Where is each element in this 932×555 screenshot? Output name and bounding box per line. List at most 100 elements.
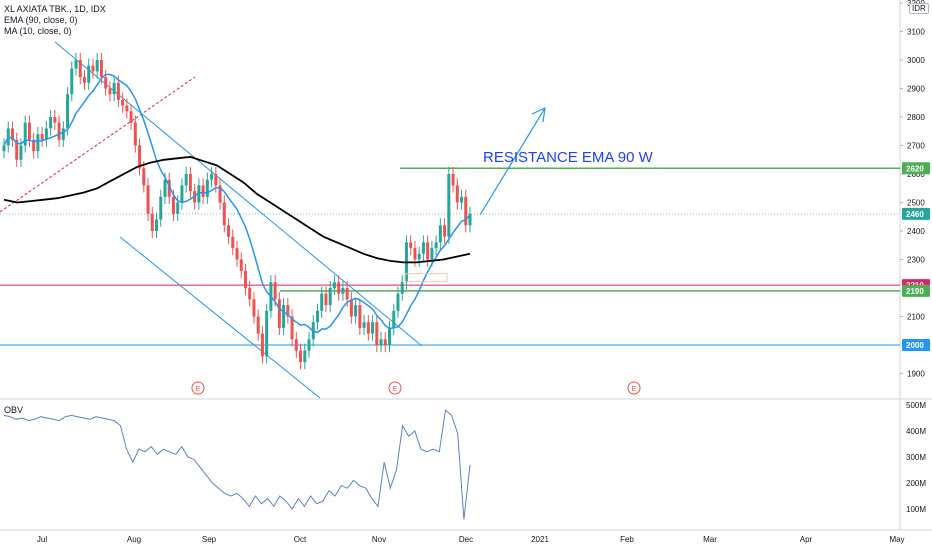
candle-body xyxy=(277,299,281,328)
candle-body xyxy=(95,60,99,72)
candle-body xyxy=(150,213,154,231)
candle-body xyxy=(108,88,112,95)
price-tick-label: 2100 xyxy=(907,313,925,322)
legend-ma[interactable]: MA (10, close, 0) xyxy=(4,26,72,36)
time-tick-label: Jul xyxy=(37,535,47,544)
candle-body xyxy=(222,202,226,226)
candle-body xyxy=(358,305,362,328)
candle-body xyxy=(468,213,472,226)
channel-lower-line[interactable] xyxy=(119,236,321,399)
time-tick-label: 2021 xyxy=(531,535,549,544)
candle-body xyxy=(53,117,57,123)
price-badge-label: 2460 xyxy=(906,210,924,219)
obv-tick-label: 200M xyxy=(906,479,926,488)
event-marker-label: E xyxy=(632,386,637,393)
candle-body xyxy=(66,94,70,129)
candle-body xyxy=(400,282,404,294)
price-badge-label: 2620 xyxy=(906,164,924,173)
legend-ema[interactable]: EMA (90, close, 0) xyxy=(4,15,78,25)
obv-tick-label: 500M xyxy=(906,401,926,410)
price-tick-label: 1900 xyxy=(907,370,925,379)
event-marker[interactable] xyxy=(627,381,641,395)
candle-body xyxy=(337,282,341,294)
event-marker-label: E xyxy=(196,386,201,393)
candle-body xyxy=(44,128,48,140)
obv-tick-label: 400M xyxy=(906,427,926,436)
candle-body xyxy=(146,185,150,214)
annotation-text[interactable]: RESISTANCE EMA 90 W xyxy=(483,149,654,166)
price-tick-label: 2800 xyxy=(907,113,925,122)
price-tick-label: 2400 xyxy=(907,227,925,236)
candle-body xyxy=(176,202,180,214)
candle-body xyxy=(129,111,133,123)
candle-body xyxy=(231,236,235,249)
candle-body xyxy=(286,305,290,317)
price-tick-label: 2900 xyxy=(907,85,925,94)
candle-body xyxy=(443,225,447,237)
price-badge[interactable] xyxy=(902,162,930,175)
candle-body xyxy=(138,145,142,169)
currency-badge[interactable]: IDR xyxy=(909,3,929,14)
candle-body xyxy=(256,316,260,334)
candle-body xyxy=(61,128,65,140)
candle-body xyxy=(15,139,19,160)
candle-body xyxy=(421,242,425,254)
time-tick-label: Sep xyxy=(202,535,217,544)
candle-body xyxy=(349,299,353,317)
candle-body xyxy=(460,196,464,203)
candle-body xyxy=(155,219,159,231)
candle-body xyxy=(121,99,125,106)
time-tick-label: Oct xyxy=(294,535,307,544)
candle-body xyxy=(328,288,332,306)
candle-body xyxy=(375,322,379,345)
price-badge-label: 2190 xyxy=(906,287,924,296)
candle-body xyxy=(303,350,307,363)
candle-body xyxy=(125,105,129,112)
candle-body xyxy=(282,305,286,328)
time-tick-label: Dec xyxy=(459,535,473,544)
ema-90-line[interactable] xyxy=(3,155,471,264)
candle-body xyxy=(447,174,451,237)
ma-10-line[interactable] xyxy=(3,73,471,334)
time-tick-label: Feb xyxy=(620,535,634,544)
time-tick-label: Aug xyxy=(127,535,141,544)
time-tick-label: May xyxy=(889,535,904,544)
candle-body xyxy=(345,288,349,300)
price-tick-label: 3000 xyxy=(907,56,925,65)
event-marker[interactable] xyxy=(191,381,205,395)
candle-body xyxy=(205,179,209,197)
candle-body xyxy=(396,293,400,311)
obv-line[interactable] xyxy=(3,409,471,520)
candle-body xyxy=(243,270,247,288)
candle-body xyxy=(104,77,108,89)
candle-body xyxy=(409,242,413,249)
arrow-line[interactable] xyxy=(479,107,546,216)
candle-body xyxy=(142,168,146,186)
candle-body xyxy=(438,225,442,243)
candle-body xyxy=(362,322,366,328)
price-badge[interactable] xyxy=(902,284,930,297)
event-marker-label: E xyxy=(393,386,398,393)
candle-body xyxy=(159,196,163,220)
candle-body xyxy=(413,248,417,260)
candle-body xyxy=(23,122,27,146)
candle-body xyxy=(392,310,396,328)
arrow-head xyxy=(531,106,546,123)
obv-tick-label: 300M xyxy=(906,453,926,462)
candle-body xyxy=(388,327,392,345)
price-badge[interactable] xyxy=(902,339,930,351)
candle-body xyxy=(163,179,167,197)
price-badge[interactable] xyxy=(902,207,930,220)
candle-body xyxy=(180,185,184,203)
channel-upper-line[interactable] xyxy=(54,41,423,347)
candle-body xyxy=(341,288,345,294)
event-marker[interactable] xyxy=(388,381,402,395)
obv-title[interactable]: OBV xyxy=(4,405,24,415)
legend-title[interactable]: XL AXIATA TBK., 1D, IDX xyxy=(4,4,106,14)
magenta-trendline[interactable] xyxy=(0,76,196,213)
candle-body xyxy=(214,174,218,186)
candle-body xyxy=(171,196,175,214)
candle-body xyxy=(227,225,231,237)
